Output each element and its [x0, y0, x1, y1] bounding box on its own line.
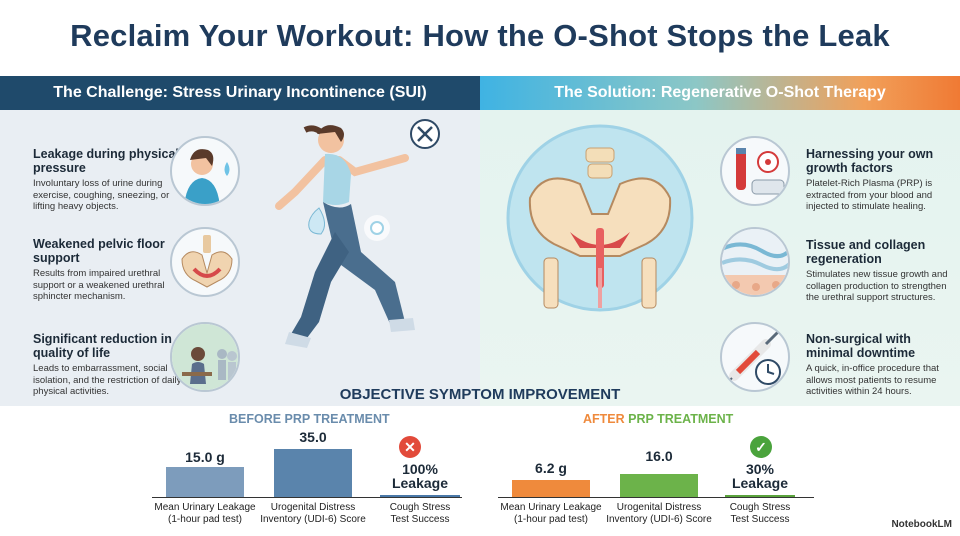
cat-line: (1-hour pad test): [514, 514, 588, 525]
check-icon: ✓: [750, 436, 772, 458]
before-bar-cough: [380, 495, 460, 497]
challenge-heading: Significant reduction in quality of life: [33, 332, 172, 360]
solution-heading: Harnessing your own growth factors: [806, 147, 934, 175]
pelvis-illustration: [506, 124, 694, 312]
after-cough-word: Leakage: [731, 475, 789, 491]
after-rest: PRP TREATMENT: [628, 412, 734, 426]
after-bar-udi: [620, 474, 698, 497]
after-baseline: [498, 497, 814, 498]
chart-section-title: OBJECTIVE SYMPTOM IMPROVEMENT: [339, 386, 621, 403]
before-cat-leakage: Mean Urinary Leakage (1-hour pad test): [150, 502, 260, 526]
challenge-item-quality: Significant reduction in quality of life…: [33, 332, 193, 398]
collagen-tissue-icon: [720, 227, 790, 297]
challenge-desc: Results from impaired urethral support o…: [33, 268, 165, 302]
before-value-udi: 35.0: [299, 429, 327, 445]
before-cough-pct: 100%: [402, 461, 438, 477]
cat-line: Inventory (UDI-6) Score: [606, 514, 712, 525]
before-value-cough: 100% Leakage: [380, 462, 460, 490]
solution-heading: Non-surgical with minimal downtime: [806, 332, 916, 360]
challenge-heading: Weakened pelvic floor support: [33, 237, 165, 265]
solution-item-nonsurgical: Non-surgical with minimal downtime A qui…: [806, 332, 956, 398]
challenge-heading: Leakage during physical pressure: [33, 147, 179, 175]
cat-line: Mean Urinary Leakage: [500, 502, 602, 513]
solution-item-growth: Harnessing your own growth factors Plate…: [806, 147, 956, 213]
cat-line: Urogenital Distress: [616, 502, 702, 513]
blood-tube-icon: [720, 136, 790, 206]
solution-desc: A quick, in-office procedure that allows…: [806, 363, 939, 397]
before-value-leakage: 15.0 g: [185, 449, 225, 465]
challenge-banner: The Challenge: Stress Urinary Incontinen…: [0, 76, 480, 110]
cat-line: Cough Stress: [389, 502, 451, 513]
before-bar-udi: [274, 449, 352, 497]
before-cat-udi: Urogenital Distress Inventory (UDI-6) Sc…: [253, 502, 373, 526]
after-cat-leakage: Mean Urinary Leakage (1-hour pad test): [496, 502, 606, 526]
challenge-desc: Involuntary loss of urine during exercis…: [33, 178, 170, 212]
cat-line: Urogenital Distress: [270, 502, 356, 513]
after-word: AFTER: [583, 412, 625, 426]
solution-desc: Platelet-Rich Plasma (PRP) is extracted …: [806, 178, 933, 212]
cat-line: Cough Stress: [729, 502, 791, 513]
after-bar-cough: [725, 495, 795, 497]
after-bar-leakage: [512, 480, 590, 497]
after-label: AFTER PRP TREATMENT: [583, 412, 733, 426]
cat-line: Test Success: [390, 514, 450, 525]
challenge-item-leakage: Leakage during physical pressure Involun…: [33, 147, 193, 213]
pelvis-icon: [170, 227, 240, 297]
after-cat-cough: Cough Stress Test Success: [710, 502, 810, 526]
after-value-cough: 30% Leakage: [720, 462, 800, 490]
after-cat-udi: Urogenital Distress Inventory (UDI-6) Sc…: [599, 502, 719, 526]
brand-logo: NotebookLM: [891, 519, 952, 530]
cat-line: Mean Urinary Leakage: [154, 502, 256, 513]
solution-desc: Stimulates new tissue growth and collage…: [806, 269, 948, 303]
before-bar-leakage: [166, 467, 244, 497]
before-baseline: [152, 497, 462, 498]
syringe-clock-icon: [720, 322, 790, 392]
challenge-item-pelvic: Weakened pelvic floor support Results fr…: [33, 237, 193, 303]
solution-item-tissue: Tissue and collagen regeneration Stimula…: [806, 238, 956, 304]
cat-line: (1-hour pad test): [168, 514, 242, 525]
coughing-woman-icon: [170, 136, 240, 206]
after-cough-pct: 30%: [745, 461, 775, 477]
x-icon: ✕: [399, 436, 421, 458]
before-label: BEFORE PRP TREATMENT: [229, 412, 390, 426]
page-title: Reclaim Your Workout: How the O-Shot Sto…: [70, 18, 890, 53]
solution-heading: Tissue and collagen regeneration: [806, 238, 926, 266]
runner-illustration: [275, 119, 440, 348]
cat-line: Inventory (UDI-6) Score: [260, 514, 366, 525]
before-cat-cough: Cough Stress Test Success: [370, 502, 470, 526]
cat-line: Test Success: [730, 514, 790, 525]
after-value-udi: 16.0: [645, 448, 673, 464]
challenge-desc: Leads to embarrassment, social isolation…: [33, 363, 182, 397]
isolated-person-icon: [170, 322, 240, 392]
before-cough-word: Leakage: [391, 475, 449, 491]
after-value-leakage: 6.2 g: [535, 460, 567, 476]
solution-banner: The Solution: Regenerative O-Shot Therap…: [480, 76, 960, 110]
